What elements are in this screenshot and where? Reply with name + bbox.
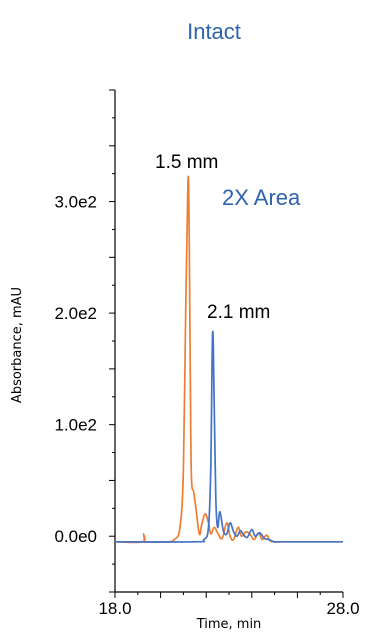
x-tick-label: 28.0 <box>326 599 359 618</box>
x-ticks: 18.0 28.0 <box>98 592 360 618</box>
annotation-2x-area: 2X Area <box>222 185 301 210</box>
chart-title: Intact <box>187 19 241 44</box>
annotation-1-5mm: 1.5 mm <box>155 152 218 173</box>
series-orange-line <box>114 175 343 544</box>
y-tick-label: 2.0e2 <box>54 304 97 323</box>
annotation-2-1mm: 2.1 mm <box>207 302 270 323</box>
axes <box>114 90 343 593</box>
series-blue-line <box>114 330 343 543</box>
x-tick-label: 18.0 <box>98 599 131 618</box>
series-group <box>114 175 343 544</box>
y-tick-label: 3.0e2 <box>54 193 97 212</box>
y-tick-label: 1.0e2 <box>54 416 97 435</box>
y-tick-label: 0.0e0 <box>54 527 97 546</box>
y-axis-label: Absorbance, mAU <box>10 287 25 403</box>
x-axis-label: Time, min <box>196 617 262 632</box>
y-ticks: 0.0e0 1.0e2 2.0e2 3.0e2 <box>54 89 115 593</box>
